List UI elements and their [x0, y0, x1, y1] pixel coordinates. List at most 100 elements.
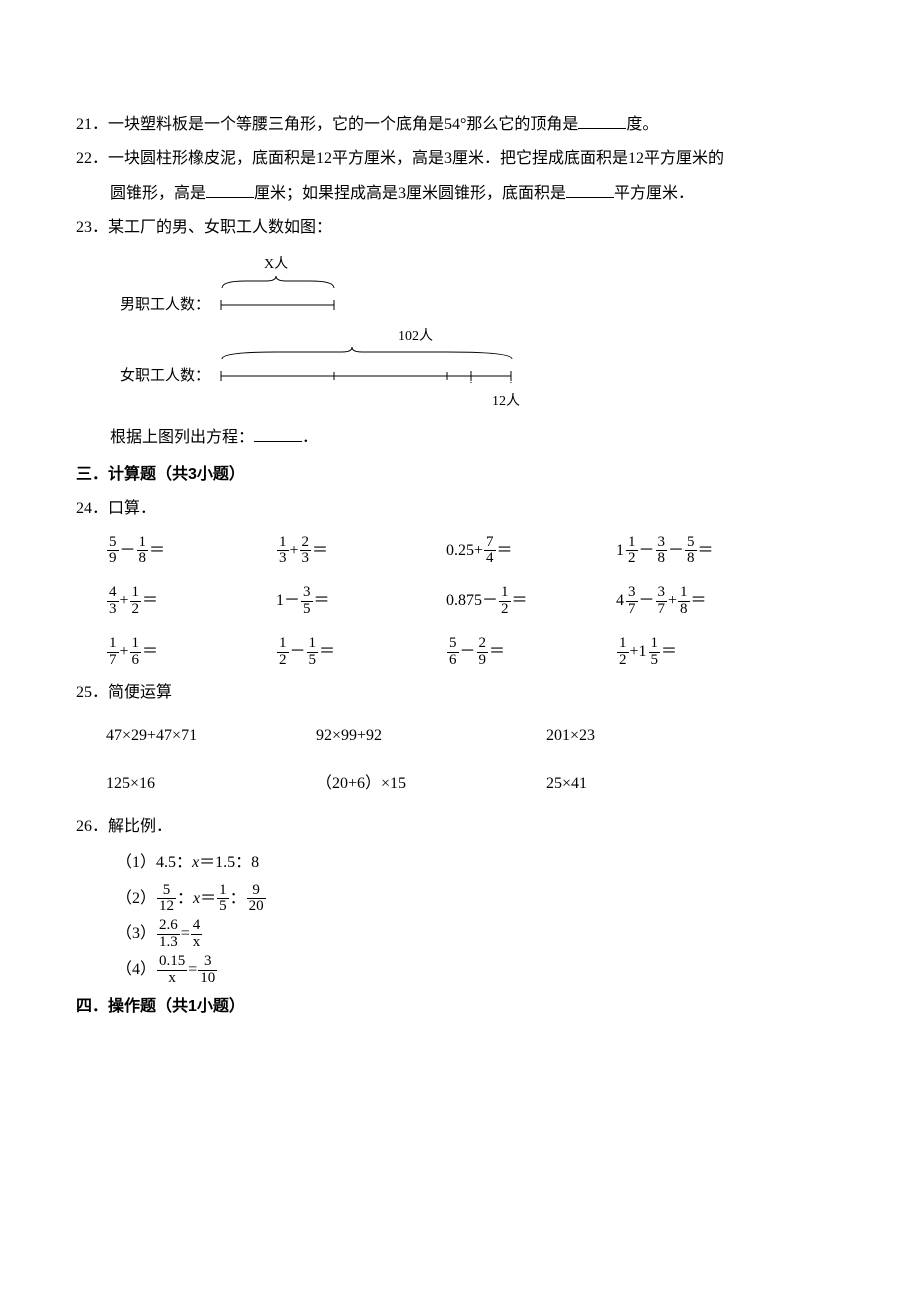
q26-1: （1）4.5：x＝1.5：8: [116, 846, 844, 880]
frac: 2.61.3: [157, 918, 180, 951]
text: －: [460, 643, 476, 660]
den: 9: [477, 653, 489, 669]
text: －: [120, 541, 136, 558]
blank: [578, 113, 626, 129]
num: 1: [130, 585, 142, 602]
text: ＝: [319, 643, 335, 660]
text: ＝: [314, 592, 330, 609]
frac: 15: [217, 883, 229, 916]
frac: 17: [107, 636, 119, 669]
num: 5: [447, 636, 459, 653]
blank: [566, 182, 614, 198]
text: －: [290, 643, 306, 660]
frac: 920: [247, 883, 266, 916]
num: 1: [107, 636, 119, 653]
q26-4a: （4）: [116, 961, 156, 978]
male-label: 男职工人数：: [116, 291, 216, 320]
den: 3: [300, 551, 312, 567]
question-22: 22．一块圆柱形橡皮泥，底面积是12平方厘米，高是3厘米．把它捏成底面积是12平…: [76, 144, 844, 174]
q26-1b: ＝1.5：8: [199, 854, 259, 871]
q23-b: 根据上图列出方程：: [110, 429, 254, 446]
calc-cell: 43+12＝: [106, 585, 276, 618]
male-brace: [116, 276, 844, 290]
text: ＝: [661, 643, 677, 660]
q22-c: 厘米；如果捏成高是3厘米圆锥形，底面积是: [254, 185, 566, 202]
num: 1: [649, 636, 661, 653]
calc-cell: 1－35＝: [276, 585, 446, 618]
q24-title: 口算．: [108, 500, 156, 517]
q21-a: 一块塑料板是一个等腰三角形，它的一个底角是54°那么它的顶角是: [108, 116, 578, 133]
den: 10: [198, 971, 217, 987]
calc-cell: 0.875－12＝: [446, 585, 616, 618]
q26-title: 解比例．: [108, 818, 172, 835]
frac: 13: [277, 535, 289, 568]
num: 1: [626, 535, 638, 552]
den: 5: [307, 653, 319, 669]
num: 3: [656, 535, 668, 552]
q23-a: 某工厂的男、女职工人数如图：: [108, 219, 332, 236]
q26-3a: （3）: [116, 925, 156, 942]
q26-2: （2）512：x＝15：920: [116, 882, 844, 916]
calc-cell: 56－29＝: [446, 636, 616, 669]
frac: 16: [130, 636, 142, 669]
calc-cell: 0.25+74＝: [446, 535, 616, 568]
num: 1: [678, 585, 690, 602]
t: ＝: [200, 890, 216, 907]
q26-2a: （2）: [116, 890, 156, 907]
text: －: [668, 542, 684, 559]
den: x: [191, 935, 203, 951]
mixed-number: 112: [616, 535, 639, 568]
text: 0.25+: [446, 541, 483, 558]
q22-b: 圆锥形，高是: [110, 185, 206, 202]
q23-answer: 根据上图列出方程： ．: [76, 423, 844, 453]
text: +: [120, 592, 129, 609]
q21-b: 度。: [626, 116, 658, 133]
calc-cell: 59－18＝: [106, 535, 276, 568]
num: 2: [300, 535, 312, 552]
q22-a: 一块圆柱形橡皮泥，底面积是12平方厘米，高是3厘米．把它捏成底面积是12平方厘米…: [108, 150, 724, 167]
text: ＝: [142, 643, 158, 660]
female-segment: [216, 369, 546, 383]
frac: 37: [656, 585, 668, 618]
den: 6: [447, 653, 459, 669]
den: 2: [277, 653, 289, 669]
q23-num: 23．: [76, 219, 108, 236]
num: 5: [107, 535, 119, 552]
num: 3: [626, 585, 638, 602]
den: 20: [247, 899, 266, 915]
den: 9: [107, 551, 119, 567]
frac: 59: [107, 535, 119, 568]
q23-c: ．: [302, 429, 318, 446]
den: 2: [617, 653, 629, 669]
t: ：: [230, 890, 246, 907]
blank: [254, 426, 302, 442]
female-row: 女职工人数：: [116, 361, 844, 391]
num: 5: [157, 883, 176, 900]
frac: 4x: [191, 918, 203, 951]
den: 8: [137, 551, 149, 567]
t: ：: [177, 890, 193, 907]
frac: 12: [617, 636, 629, 669]
question-22-cont: 圆锥形，高是 厘米；如果捏成高是3厘米圆锥形，底面积是 平方厘米．: [76, 179, 844, 209]
frac: 74: [484, 535, 496, 568]
frac: 12: [130, 585, 142, 618]
num: 3: [656, 585, 668, 602]
den: 7: [107, 653, 119, 669]
question-25: 25．简便运算: [76, 678, 844, 708]
q22-d: 平方厘米．: [614, 185, 694, 202]
calc-cell: 201×23: [546, 721, 726, 751]
q25-grid: 47×29+47×7192×99+92201×23125×16（20+6）×15…: [106, 721, 844, 800]
num: 3: [198, 954, 217, 971]
frac: 37: [626, 585, 638, 618]
frac: 15: [649, 636, 661, 669]
q26-3: （3）2.61.3=4x: [116, 917, 844, 951]
frac: 58: [685, 535, 697, 568]
den: 7: [626, 602, 638, 618]
frac: 18: [137, 535, 149, 568]
num: 1: [137, 535, 149, 552]
den: 8: [678, 602, 690, 618]
q25-num: 25．: [76, 684, 108, 701]
frac: 29: [477, 636, 489, 669]
q26-list: （1）4.5：x＝1.5：8 （2）512：x＝15：920 （3）2.61.3…: [116, 846, 844, 986]
section-4-title: 四．操作题（共1小题）: [76, 992, 844, 1022]
